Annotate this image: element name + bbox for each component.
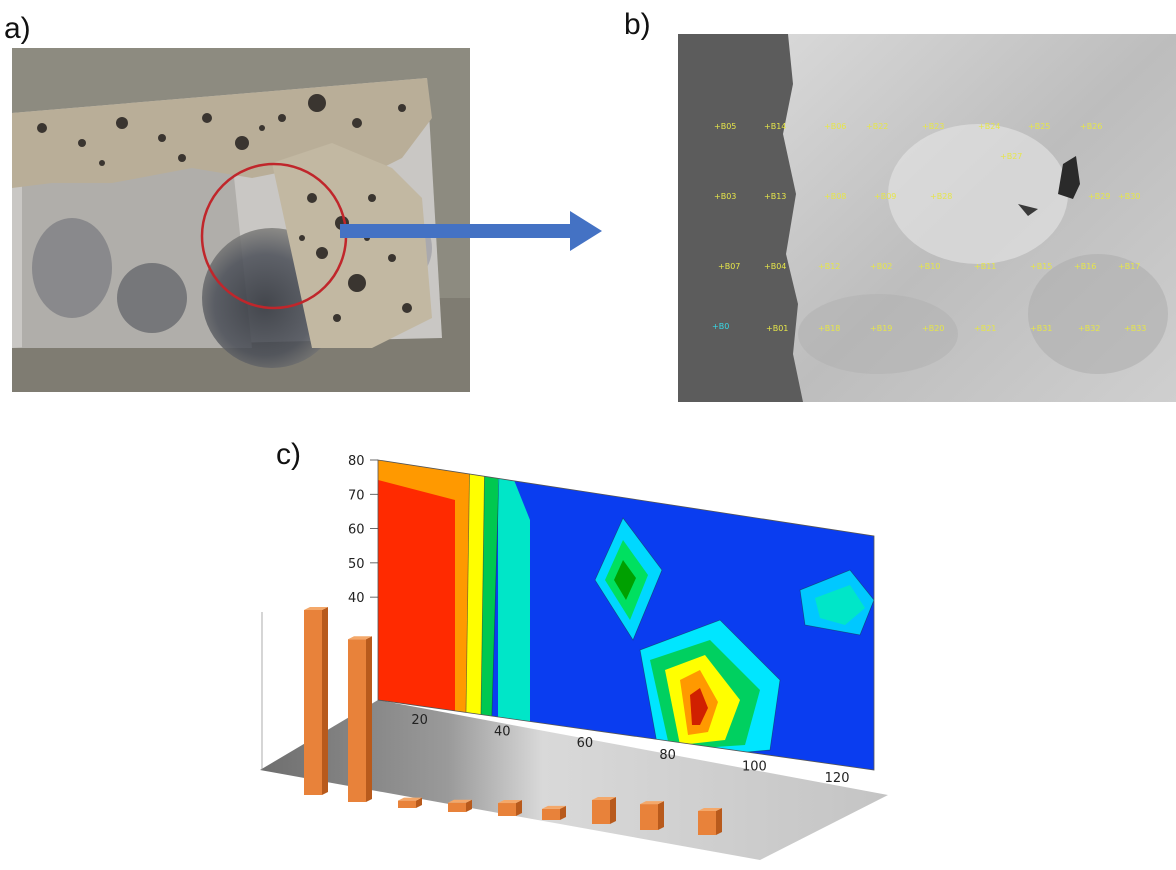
- spot-label: +B24: [978, 122, 1001, 131]
- bar-top: [304, 607, 328, 610]
- bar: [542, 808, 560, 820]
- heatmap-wall: [378, 460, 874, 770]
- y-tick-label: 60: [348, 523, 365, 538]
- panel-c-label: c): [276, 438, 301, 471]
- spot-label: +B21: [974, 324, 997, 333]
- y-tick-label: 50: [348, 557, 365, 572]
- sample-photo: [12, 48, 470, 392]
- spot-label: +B27: [1000, 152, 1023, 161]
- bar-top: [398, 797, 422, 801]
- spot-label: +B29: [1088, 192, 1111, 201]
- micrograph-image: [678, 34, 1176, 402]
- reference-spot-label: +B0: [712, 322, 730, 331]
- spot-label: +B04: [764, 262, 787, 271]
- spot-label: +B11: [974, 262, 997, 271]
- bar-side: [322, 607, 328, 795]
- spot-label: +B06: [824, 122, 847, 131]
- spot-label: +B02: [870, 262, 893, 271]
- spot-label: +B09: [874, 192, 897, 201]
- bar-top: [542, 805, 566, 809]
- spot-label: +B22: [866, 122, 889, 131]
- spot-label: +B13: [764, 192, 787, 201]
- bar-top: [640, 801, 664, 805]
- y-tick-label: 40: [348, 591, 365, 606]
- bar-side: [516, 800, 522, 816]
- bar: [498, 803, 516, 816]
- spot-label: +B20: [922, 324, 945, 333]
- bar-side: [658, 801, 664, 830]
- spot-label: +B30: [1118, 192, 1141, 201]
- bar: [640, 804, 658, 830]
- bar: [348, 639, 366, 802]
- bar-side: [366, 636, 372, 802]
- spot-label: +B16: [1074, 262, 1097, 271]
- bar-top: [348, 636, 372, 640]
- spot-label: +B18: [818, 324, 841, 333]
- x-tick-label: 40: [494, 725, 511, 740]
- spot-label: +B07: [718, 262, 741, 271]
- spot-label: +B17: [1118, 262, 1141, 271]
- x-tick-label: 120: [825, 771, 850, 786]
- y-tick-label: 70: [348, 488, 365, 503]
- bar: [698, 810, 716, 835]
- spot-label: +B31: [1030, 324, 1053, 333]
- contour-chart: 40 50 60 70 80 20 40 60 80 100 120: [260, 454, 888, 860]
- spot-label: +B19: [870, 324, 893, 333]
- spot-label: +B25: [1028, 122, 1051, 131]
- spot-label: +B28: [930, 192, 953, 201]
- x-tick-label: 80: [659, 748, 676, 763]
- bar-side: [560, 805, 566, 820]
- spot-label: +B26: [1080, 122, 1103, 131]
- spot-label: +B01: [766, 324, 789, 333]
- y-axis-ticks: 40 50 60 70 80: [348, 454, 378, 606]
- spot-label: +B12: [818, 262, 841, 271]
- spot-label: +B32: [1078, 324, 1101, 333]
- floor-plane: [260, 700, 888, 860]
- bar: [398, 800, 416, 808]
- spot-label: +B03: [714, 192, 737, 201]
- x-tick-label: 60: [577, 736, 594, 751]
- bar-series: [304, 607, 722, 835]
- spot-label: +B23: [922, 122, 945, 131]
- arrow-right-icon: [340, 211, 602, 251]
- bar-top: [448, 799, 472, 803]
- spot-label: +B08: [824, 192, 847, 201]
- bar-side: [466, 799, 472, 812]
- bar: [448, 802, 466, 812]
- bar: [592, 799, 610, 824]
- bar-top: [498, 800, 522, 804]
- panel-b-label: b): [624, 8, 651, 41]
- spot-label: +B15: [1030, 262, 1053, 271]
- bar-top: [698, 807, 722, 811]
- x-axis-ticks: 20 40 60 80 100 120: [411, 713, 849, 786]
- bar-side: [416, 797, 422, 808]
- spot-label: +B05: [714, 122, 737, 131]
- bar-top: [592, 796, 616, 800]
- x-tick-label: 20: [411, 713, 428, 728]
- y-tick-label: 80: [348, 454, 365, 469]
- spot-label: +B14: [764, 122, 787, 131]
- bar: [304, 610, 322, 795]
- panel-a-label: a): [4, 12, 31, 45]
- bar-side: [610, 796, 616, 824]
- x-tick-label: 100: [742, 760, 767, 775]
- spot-label: +B33: [1124, 324, 1147, 333]
- spot-label: +B10: [918, 262, 941, 271]
- bar-side: [716, 807, 722, 835]
